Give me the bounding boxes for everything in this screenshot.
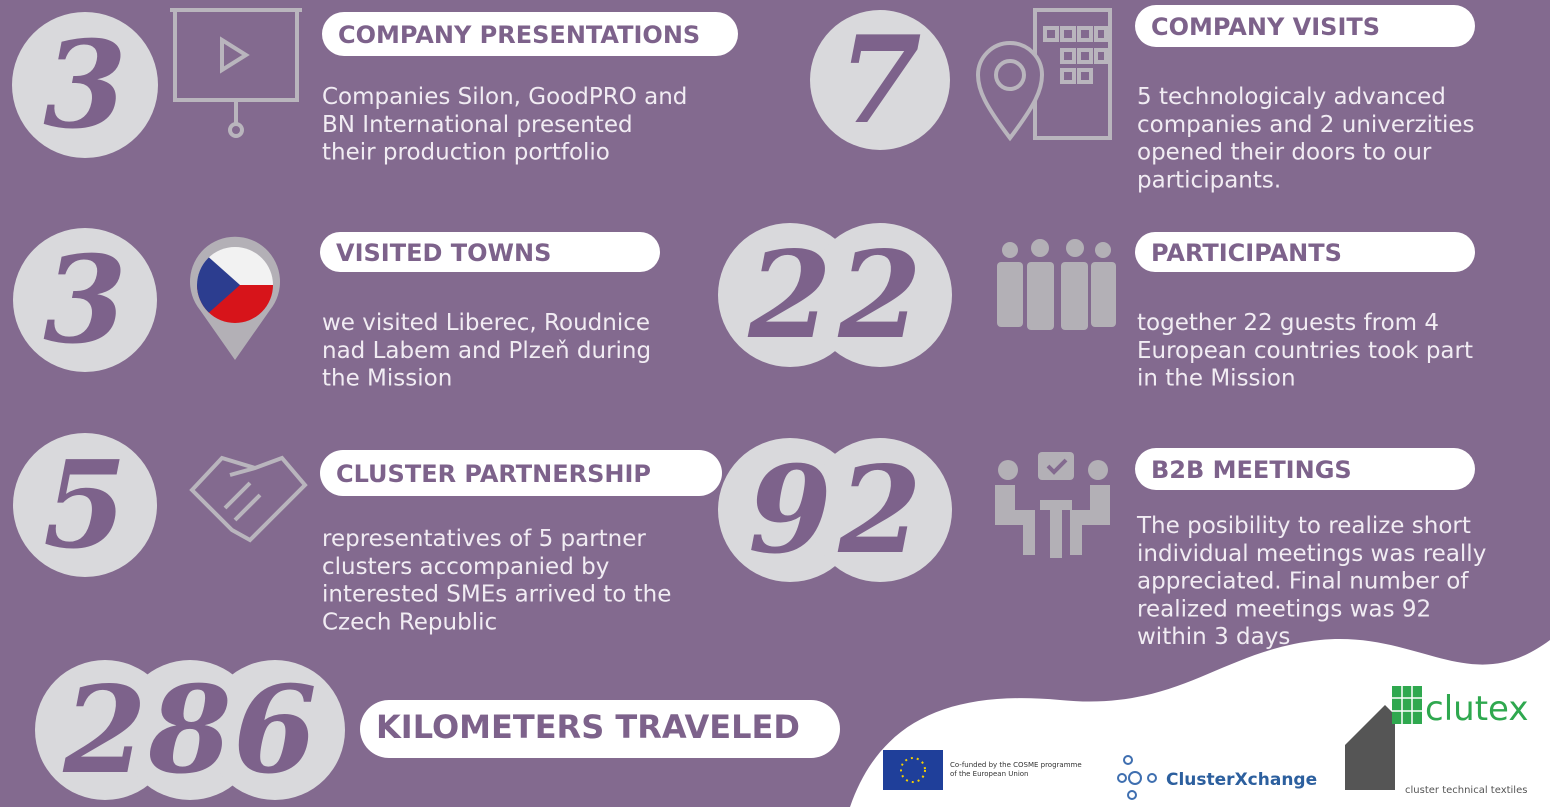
stat-number: 3 — [43, 15, 127, 156]
eu-text: of the European Union — [950, 770, 1028, 778]
people-icon — [997, 239, 1116, 330]
stat-text: the Mission — [322, 366, 452, 392]
stat-number: 5 — [43, 435, 127, 576]
number-circle — [810, 10, 950, 150]
building-icon — [975, 8, 1112, 142]
handshake-icon — [189, 455, 308, 543]
number-circle — [13, 228, 157, 372]
stat-title: CLUSTER PARTNERSHIP — [336, 460, 651, 488]
title-pill — [1135, 5, 1475, 47]
number-circle — [205, 660, 345, 800]
number-circle — [12, 12, 158, 158]
title-pill — [1135, 448, 1475, 490]
stat-title: B2B MEETINGS — [1151, 456, 1352, 484]
stat-text: in the Mission — [1137, 366, 1296, 392]
stat-text: individual meetings was really — [1137, 541, 1486, 567]
number-circle — [808, 438, 952, 582]
stat-text: we visited Liberec, Roudnice — [322, 310, 650, 336]
stat-text: companies and 2 univerzities — [1137, 112, 1475, 138]
stat-text: interested SMEs arrived to the — [322, 582, 671, 608]
stat-text: opened their doors to our — [1137, 140, 1432, 166]
title-pill — [322, 12, 738, 56]
czech-pin-icon — [189, 236, 280, 360]
stat-number: 286 — [62, 660, 317, 801]
clutex-text: clutex — [1425, 689, 1528, 729]
stat-title: VISITED TOWNS — [336, 239, 551, 267]
title-pill — [360, 700, 840, 758]
stat-text: together 22 guests from 4 — [1137, 310, 1439, 336]
stat-title: COMPANY VISITS — [1151, 13, 1380, 41]
stat-text: European countries took part — [1137, 338, 1473, 364]
stat-text: nad Labem and Plzeň during — [322, 338, 651, 364]
presentation-icon — [170, 8, 302, 138]
stat-title: PARTICIPANTS — [1151, 239, 1342, 267]
stat-title: KILOMETERS TRAVELED — [376, 708, 800, 746]
stat-text: Companies Silon, GoodPRO and — [322, 84, 687, 110]
stat-text: realized meetings was 92 — [1137, 596, 1431, 622]
title-pill — [320, 232, 660, 272]
stat-number: 7 — [838, 10, 922, 151]
title-pill — [1135, 232, 1475, 272]
stat-text: within 3 days — [1137, 624, 1290, 650]
title-pill — [320, 450, 722, 496]
clutex-logo — [1345, 686, 1422, 790]
number-circle — [808, 223, 952, 367]
stat-title: COMPANY PRESENTATIONS — [338, 21, 700, 49]
stat-text: participants. — [1137, 167, 1281, 193]
stat-text: appreciated. Final number of — [1137, 569, 1469, 595]
meeting-icon — [995, 452, 1110, 558]
stat-text: representatives of 5 partner — [322, 526, 646, 552]
stat-text: BN International presented — [322, 112, 633, 138]
stat-text: Czech Republic — [322, 609, 497, 635]
stat-text: 5 technologicaly advanced — [1137, 84, 1446, 110]
number-circle — [13, 433, 157, 577]
stat-text: clusters accompanied by — [322, 554, 609, 580]
eu-text: Co-funded by the COSME programme — [950, 761, 1082, 769]
clusterxchange-text: ClusterXchange — [1166, 770, 1317, 790]
stat-number: 3 — [43, 230, 127, 371]
clutex-tagline: cluster technical textiles — [1405, 785, 1527, 796]
stat-text: their production portfolio — [322, 140, 610, 166]
stat-text: The posibility to realize short — [1136, 513, 1471, 539]
eu-flag — [883, 750, 943, 790]
clusterxchange-logo — [1117, 755, 1157, 800]
